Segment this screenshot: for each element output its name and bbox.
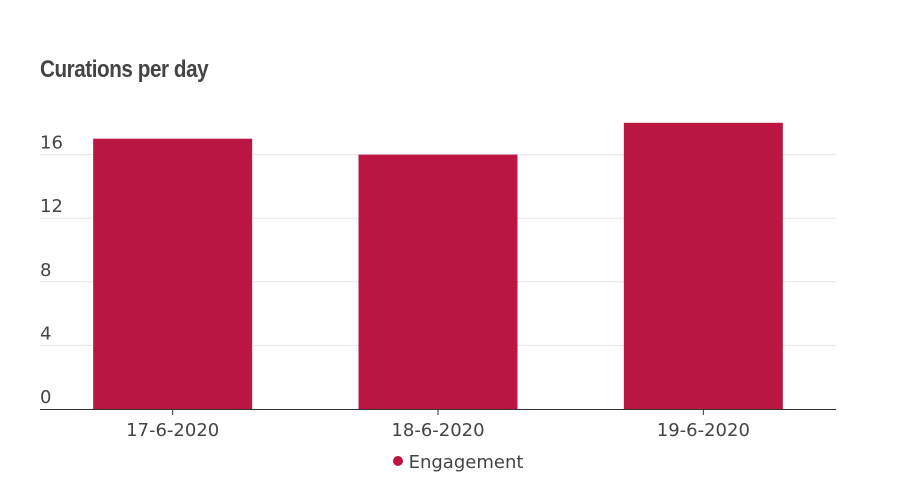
legend-label-engagement: Engagement: [408, 452, 524, 473]
y-tick-label: 0: [40, 387, 51, 408]
y-tick-label: 16: [40, 133, 63, 154]
bar-engagement-17-6-2020: [93, 138, 253, 409]
legend-marker-engagement: [392, 456, 403, 466]
y-tick-label: 8: [40, 260, 51, 281]
x-tick-label: 18-6-2020: [391, 420, 484, 441]
x-axis-ticks: 17-6-2020 18-6-2020 19-6-2020: [126, 409, 750, 441]
bar-engagement-19-6-2020: [623, 122, 783, 410]
y-axis-ticks: 0 4 8 12 16: [40, 133, 63, 408]
bars: [93, 122, 783, 410]
x-tick-label: 17-6-2020: [126, 420, 219, 441]
legend: Engagement: [0, 452, 916, 473]
chart-title: Curations per day: [40, 56, 209, 83]
y-tick-label: 4: [40, 323, 51, 344]
y-tick-label: 12: [40, 196, 63, 217]
x-tick-label: 19-6-2020: [657, 420, 750, 441]
bar-engagement-18-6-2020: [358, 154, 518, 409]
